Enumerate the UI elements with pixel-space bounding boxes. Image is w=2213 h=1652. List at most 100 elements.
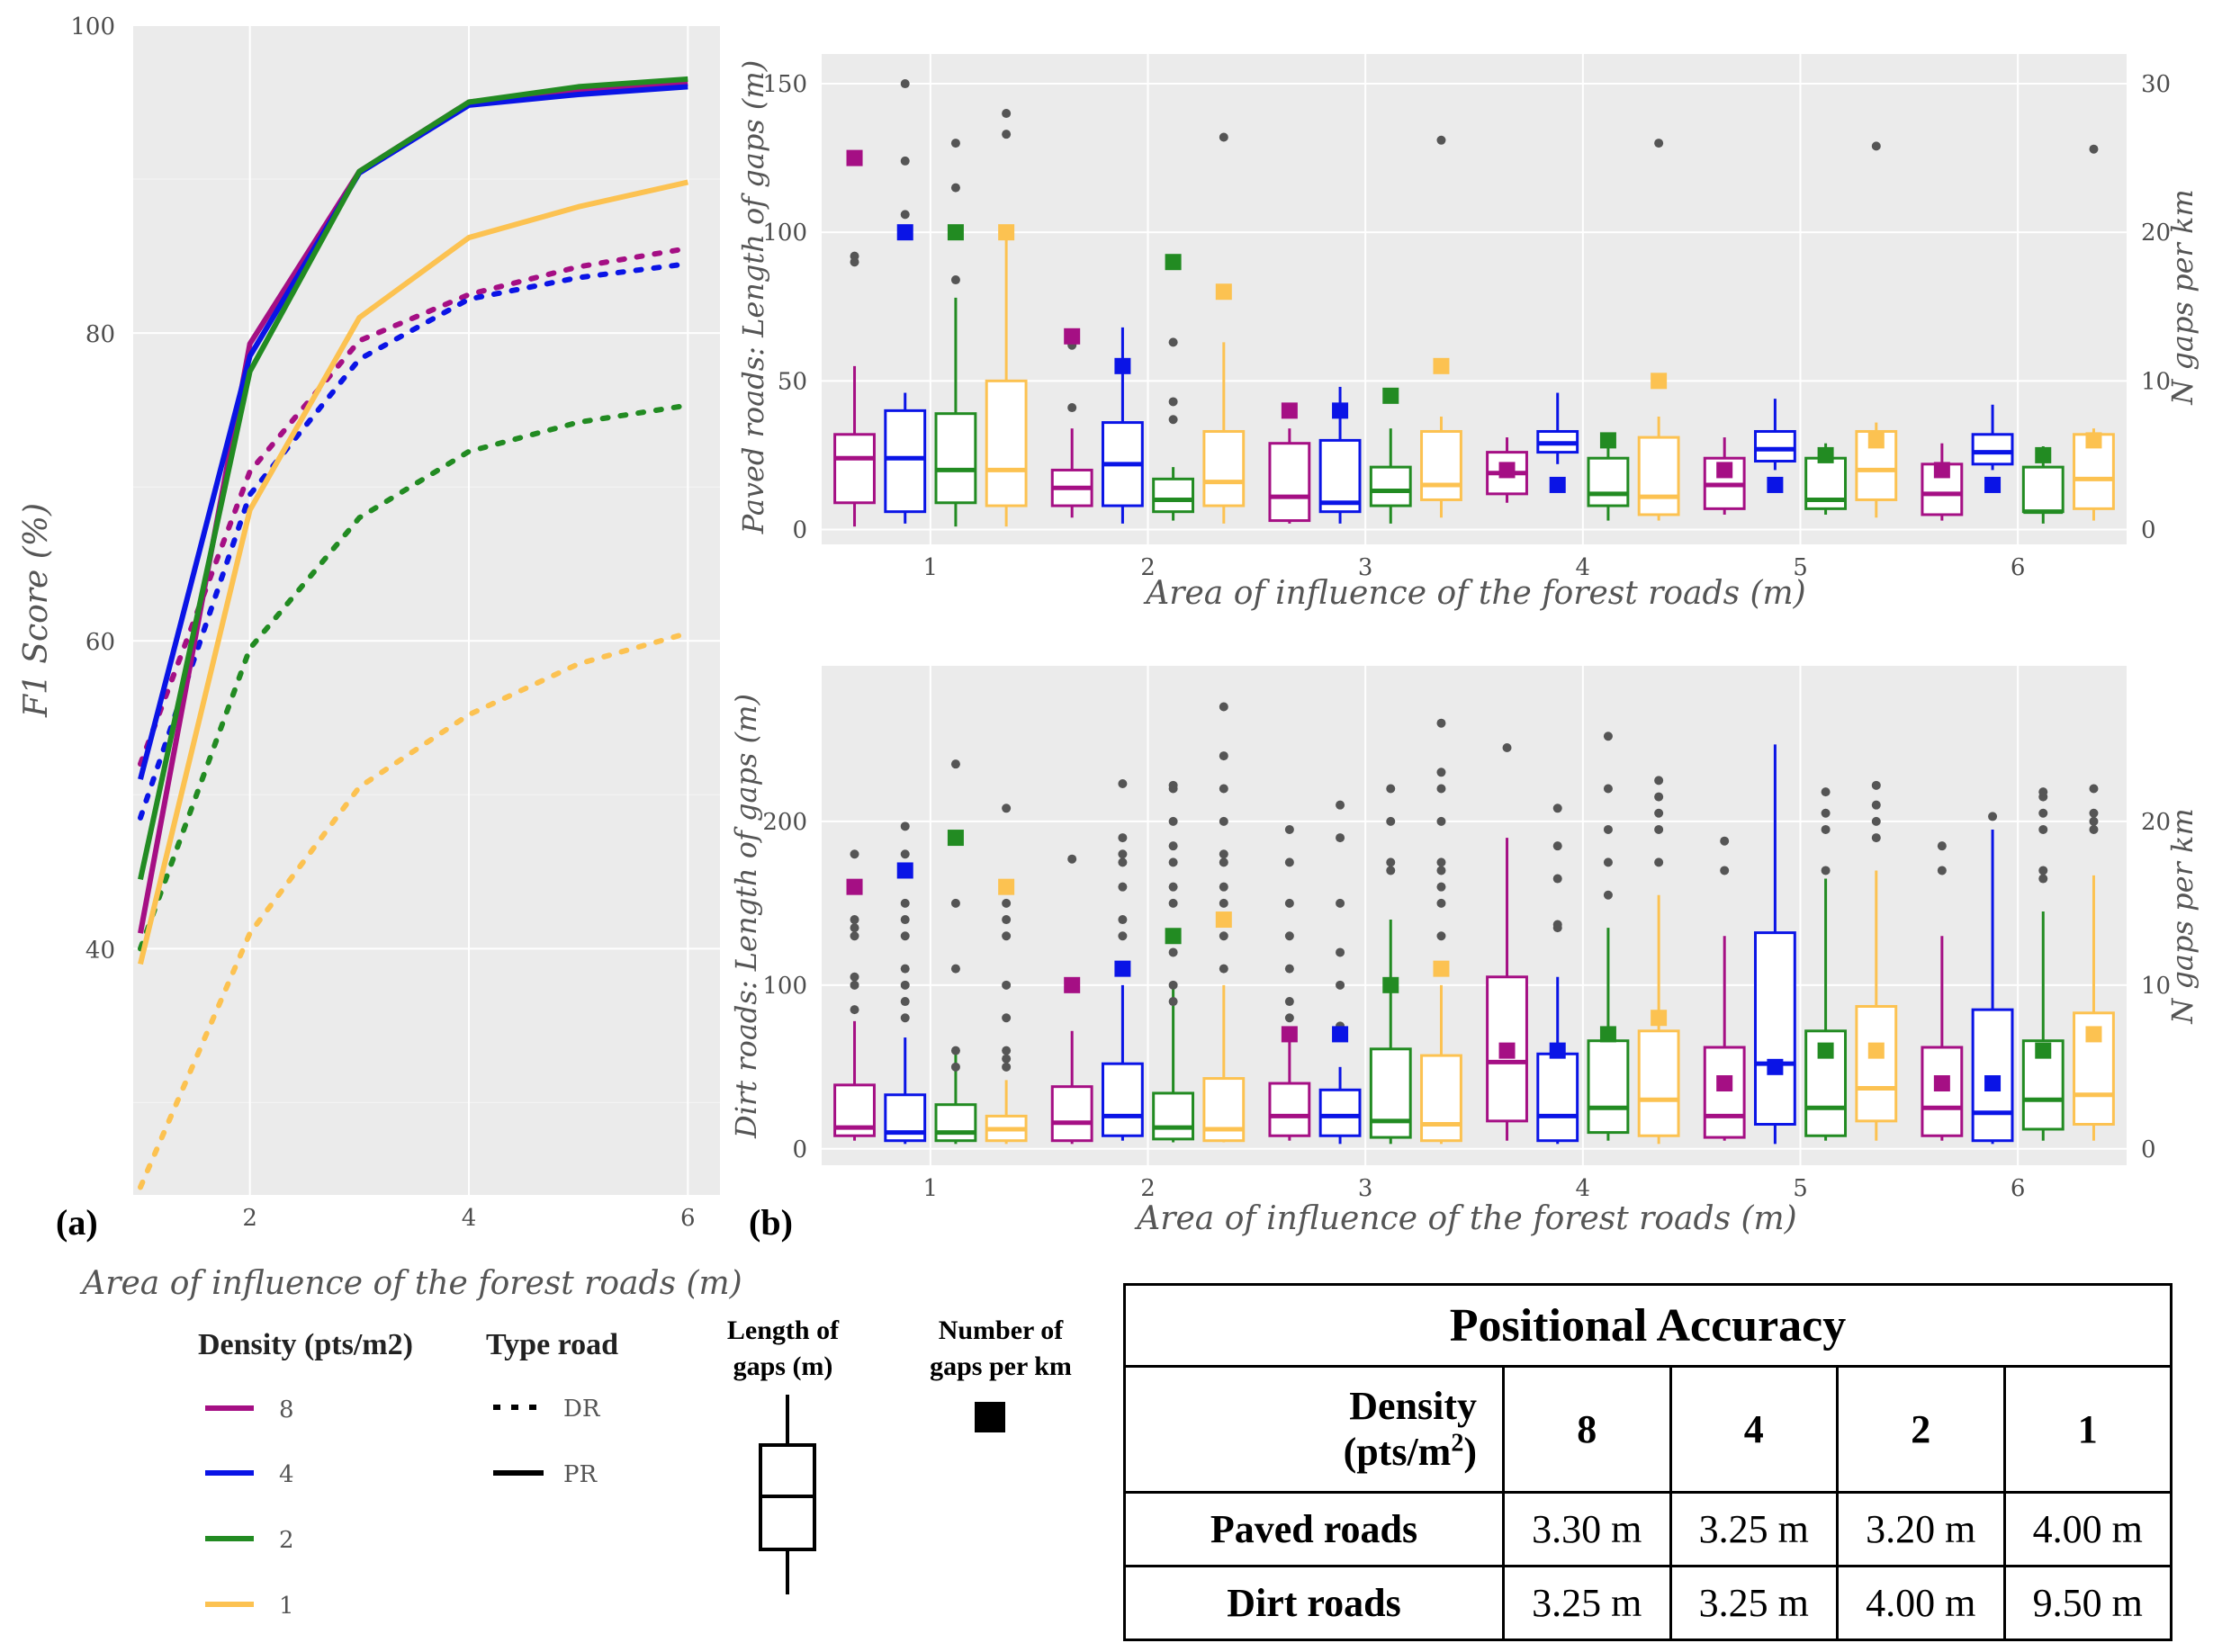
- outlier-point: [950, 1062, 960, 1072]
- box-body: [1318, 438, 1362, 514]
- outlier-point: [950, 964, 960, 974]
- outlier-point: [1002, 130, 1012, 139]
- box-body: [1637, 435, 1680, 516]
- n-gaps-square: [2085, 432, 2102, 449]
- n-gaps-square: [1215, 911, 1232, 929]
- n-gaps-square: [1716, 1075, 1733, 1092]
- outlier-point: [950, 759, 960, 769]
- box-body: [2021, 1039, 2065, 1131]
- n-gaps-square: [2085, 1026, 2102, 1043]
- outlier-point: [1436, 898, 1446, 908]
- box-body: [1369, 465, 1412, 507]
- box-body: [1152, 477, 1195, 514]
- outlier-point: [1002, 1046, 1012, 1055]
- outlier-point: [1284, 997, 1294, 1007]
- y-tick-label: 0: [792, 516, 807, 543]
- outlier-point: [1118, 931, 1128, 941]
- box-3-d8: [1268, 824, 1311, 1141]
- legend-type-dr: DR: [563, 1396, 601, 1423]
- outlier-point: [1871, 141, 1881, 151]
- x-tick-label: 6: [680, 1205, 696, 1232]
- table-cell: 4.00 m: [1836, 1564, 2006, 1642]
- n-gaps-square: [1817, 446, 1834, 463]
- outlier-point: [1168, 898, 1178, 908]
- n-gaps-square: [947, 830, 964, 847]
- n-gaps-square: [1114, 357, 1131, 374]
- outlier-point: [1118, 779, 1128, 789]
- box-body: [1637, 1029, 1680, 1137]
- panel-a-f1-chart: 40 60 80 100 2 4 6 F1 Score (%) Area of influe…: [18, 13, 742, 1302]
- outlier-point: [950, 183, 960, 193]
- outlier-point: [1720, 866, 1730, 875]
- outlier-point: [900, 156, 910, 166]
- outlier-point: [1436, 784, 1446, 794]
- box-2-d2: [1152, 780, 1195, 1143]
- y2-tick-label: 30: [2141, 71, 2171, 98]
- y2-tick-label: 10: [2141, 368, 2171, 395]
- n-gaps-square: [1933, 1075, 1950, 1092]
- panel-b-paved-boxplot: 0 50 100 150 0 10 20 30 1 2 3 4 5 6 Paved roads: Leng…: [736, 54, 2200, 612]
- outlier-point: [2038, 808, 2048, 818]
- box-4-d8: [1486, 742, 1528, 1141]
- box-4-d2: [1587, 732, 1630, 1141]
- n-gaps-square: [2035, 1042, 2052, 1059]
- box-body: [2021, 465, 2065, 514]
- outlier-point: [1436, 135, 1446, 145]
- box-2-d1: [1202, 702, 1246, 1143]
- outlier-point: [850, 915, 859, 925]
- box-5-d8: [1703, 437, 1746, 515]
- table-cell: 3.20 m: [1836, 1490, 2006, 1567]
- n-gaps-square: [1984, 1075, 2002, 1092]
- outlier-point: [1654, 824, 1664, 834]
- outlier-point: [2089, 784, 2099, 794]
- box-6-d4: [1971, 812, 2014, 1145]
- panel-b-top-ticks: 0 50 100 150 0 10 20 30 1 2 3 4 5 6: [762, 71, 2171, 581]
- box-body: [934, 412, 977, 505]
- panel-a-ticks: 40 60 80 100 2 4 6: [70, 13, 695, 1232]
- outlier-point: [900, 849, 910, 859]
- outlier-point: [1552, 920, 1562, 929]
- outlier-point: [1002, 898, 1012, 908]
- outlier-point: [1168, 997, 1178, 1007]
- outlier-point: [1067, 854, 1077, 864]
- box-1-d4: [884, 79, 927, 524]
- n-gaps-square: [1064, 328, 1081, 345]
- box-6-d8: [1921, 841, 1964, 1141]
- panel-b-bottom-ticks: 0 100 200 0 10 20 1 2 3 4 5 6: [762, 809, 2171, 1202]
- outlier-point: [1118, 915, 1128, 925]
- box-body: [2073, 1011, 2115, 1127]
- series-line-4-dr: [138, 261, 691, 821]
- n-gaps-square: [1716, 462, 1733, 479]
- x-tick-label: 1: [923, 1175, 939, 1202]
- box-3-d8: [1268, 402, 1311, 524]
- outlier-point: [850, 849, 859, 859]
- y2-tick-label: 10: [2141, 973, 2171, 1000]
- outlier-point: [1821, 808, 1831, 818]
- outlier-point: [1654, 776, 1664, 786]
- outlier-point: [1988, 812, 1998, 822]
- table-row-dirt: Dirt roads 3.25 m 3.25 m 4.00 m 9.50 m: [1123, 1564, 2173, 1642]
- outlier-point: [1168, 980, 1178, 990]
- outlier-point: [900, 79, 910, 89]
- box-4-d4: [1536, 804, 1579, 1145]
- outlier-point: [1219, 857, 1228, 867]
- box-4-d8: [1486, 437, 1528, 503]
- box-4-d1: [1637, 139, 1680, 521]
- outlier-point: [1654, 808, 1664, 818]
- n-gaps-square: [2035, 446, 2052, 463]
- outlier-point: [1937, 841, 1947, 851]
- box-body: [1587, 456, 1630, 507]
- outlier-point: [850, 251, 859, 261]
- x-tick-label: 2: [242, 1205, 257, 1232]
- n-gaps-square: [1599, 432, 1616, 449]
- box-body: [1855, 1004, 1898, 1123]
- outlier-point: [900, 915, 910, 925]
- y-tick-label: 50: [778, 368, 807, 395]
- box-6-d1: [2073, 784, 2115, 1141]
- box-1-d1: [985, 109, 1028, 527]
- x-tick-label: 4: [462, 1205, 477, 1232]
- outlier-point: [1552, 874, 1562, 884]
- box-body: [884, 409, 927, 514]
- outlier-point: [1118, 833, 1128, 843]
- box-body: [833, 433, 876, 505]
